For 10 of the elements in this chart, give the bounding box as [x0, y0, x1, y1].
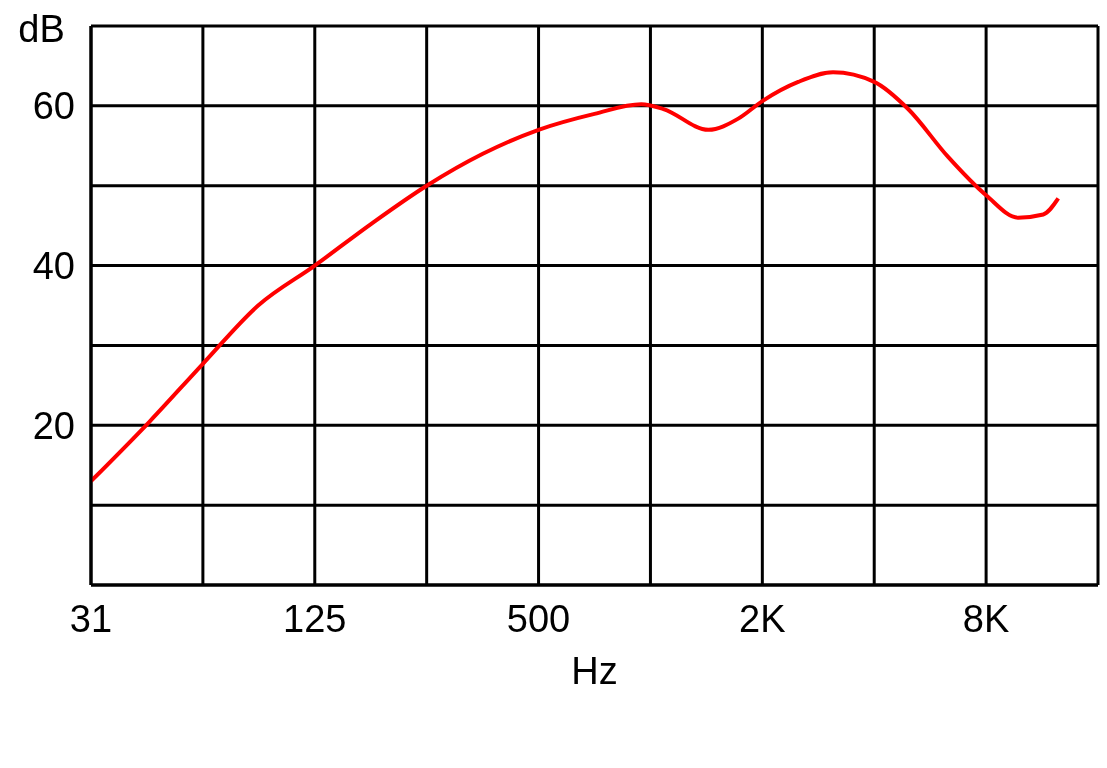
y-axis-title: dB [18, 8, 65, 50]
y-tick-label: 60 [32, 85, 75, 128]
x-tick-label: 2K [739, 597, 786, 640]
x-tick-label: 8K [962, 597, 1010, 640]
y-tick-label: 40 [32, 245, 75, 288]
y-tick-label: 20 [32, 404, 75, 447]
x-tick-label: 125 [283, 597, 347, 640]
x-axis-title: Hz [571, 649, 618, 692]
x-tick-label: 31 [69, 597, 113, 640]
x-tick-label: 500 [506, 597, 571, 640]
